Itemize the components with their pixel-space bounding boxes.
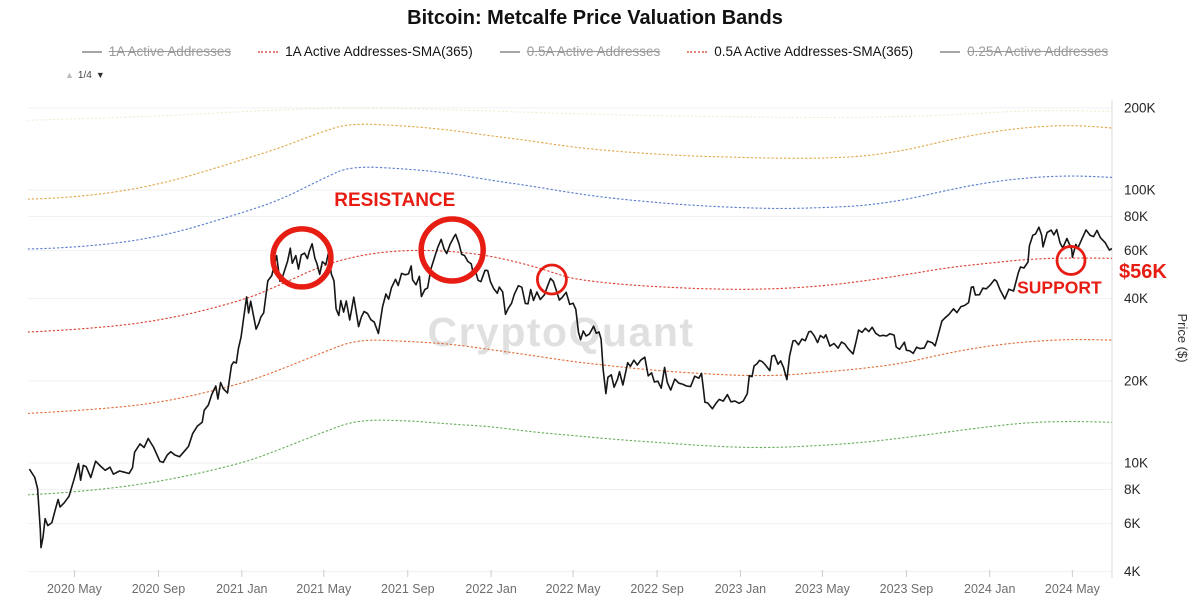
annotation-circle-2 xyxy=(418,216,486,284)
legend-page-down-icon[interactable]: ▼ xyxy=(95,70,105,80)
x-axis-tick-label: 2023 Sep xyxy=(880,582,934,596)
y-axis-title: Price ($) xyxy=(1175,313,1190,362)
y-axis-tick-label: 40K xyxy=(1124,291,1148,306)
y-axis-tick-label: 100K xyxy=(1124,183,1156,198)
price-level-label: $56K xyxy=(1119,261,1167,283)
legend-item-label: 0.25A Active Addresses xyxy=(967,44,1109,59)
legend-item-025a-active-addresses[interactable]: 0.25A Active Addresses xyxy=(940,44,1108,59)
annotation-circle-3 xyxy=(535,263,568,296)
x-axis-tick-label: 2022 Sep xyxy=(630,582,684,596)
legend: 1A Active Addresses 1A Active Addresses-… xyxy=(0,44,1190,59)
legend-item-1a-active-addresses[interactable]: 1A Active Addresses xyxy=(81,44,232,59)
band-upper-band-pale xyxy=(28,107,1112,121)
x-axis-tick-label: 2024 Jan xyxy=(964,582,1015,596)
resistance-label: RESISTANCE xyxy=(334,190,455,211)
legend-item-label: 0.5A Active Addresses-SMA(365) xyxy=(714,44,914,59)
x-axis-tick-label: 2020 Sep xyxy=(132,582,186,596)
x-axis-tick-label: 2022 Jan xyxy=(465,582,516,596)
legend-item-label: 1A Active Addresses xyxy=(108,44,232,59)
legend-item-05a-active-addresses[interactable]: 0.5A Active Addresses xyxy=(499,44,661,59)
annotation-circle-4 xyxy=(1055,245,1087,276)
legend-item-label: 1A Active Addresses-SMA(365) xyxy=(285,44,473,59)
x-axis-tick-label: 2024 May xyxy=(1045,582,1101,596)
y-axis-tick-label: 10K xyxy=(1124,456,1148,471)
legend-item-05a-active-addresses-sma365[interactable]: 0.5A Active Addresses-SMA(365) xyxy=(687,44,913,59)
x-axis-tick-label: 2022 May xyxy=(546,582,602,596)
price-line xyxy=(28,226,1112,549)
x-axis-tick-label: 2021 Jan xyxy=(216,582,267,596)
legend-line-marker-icon xyxy=(258,50,279,53)
legend-pager: ▲ 1/4 ▼ xyxy=(65,70,105,81)
band-upper-band-orange xyxy=(28,123,1112,200)
band-upper-band-blue xyxy=(28,166,1112,250)
legend-page-indicator: 1/4 xyxy=(77,70,92,81)
y-axis-tick-label: 8K xyxy=(1124,482,1141,497)
legend-line-marker-icon xyxy=(499,50,520,53)
y-axis-tick-label: 4K xyxy=(1124,564,1141,579)
legend-line-marker-icon xyxy=(687,50,708,53)
annotation-circle-1 xyxy=(270,226,334,290)
y-axis-tick-label: 6K xyxy=(1124,516,1141,531)
legend-item-label: 0.5A Active Addresses xyxy=(526,44,661,59)
band-0.5A Active Addresses-SMA(365) xyxy=(28,338,1112,414)
watermark: CryptoQuant xyxy=(427,309,694,355)
support-label: SUPPORT xyxy=(1017,277,1102,297)
x-axis-tick-label: 2021 Sep xyxy=(381,582,435,596)
x-axis-tick-label: 2023 Jan xyxy=(715,582,766,596)
y-axis-tick-label: 80K xyxy=(1124,209,1148,224)
x-axis-tick-label: 2021 May xyxy=(296,582,352,596)
y-axis-tick-label: 20K xyxy=(1124,373,1148,388)
y-axis-tick-label: 200K xyxy=(1124,100,1156,115)
legend-line-marker-icon xyxy=(940,50,961,53)
legend-item-1a-active-addresses-sma365[interactable]: 1A Active Addresses-SMA(365) xyxy=(258,44,473,59)
x-axis-tick-label: 2020 May xyxy=(47,582,103,596)
legend-line-marker-icon xyxy=(81,50,102,53)
legend-page-up-icon[interactable]: ▲ xyxy=(65,70,74,80)
y-axis-tick-label: 60K xyxy=(1124,243,1148,258)
page-title: Bitcoin: Metcalfe Price Valuation Bands xyxy=(407,7,783,29)
band-lower-band-green xyxy=(28,419,1112,496)
x-axis-tick-label: 2023 May xyxy=(795,582,851,596)
